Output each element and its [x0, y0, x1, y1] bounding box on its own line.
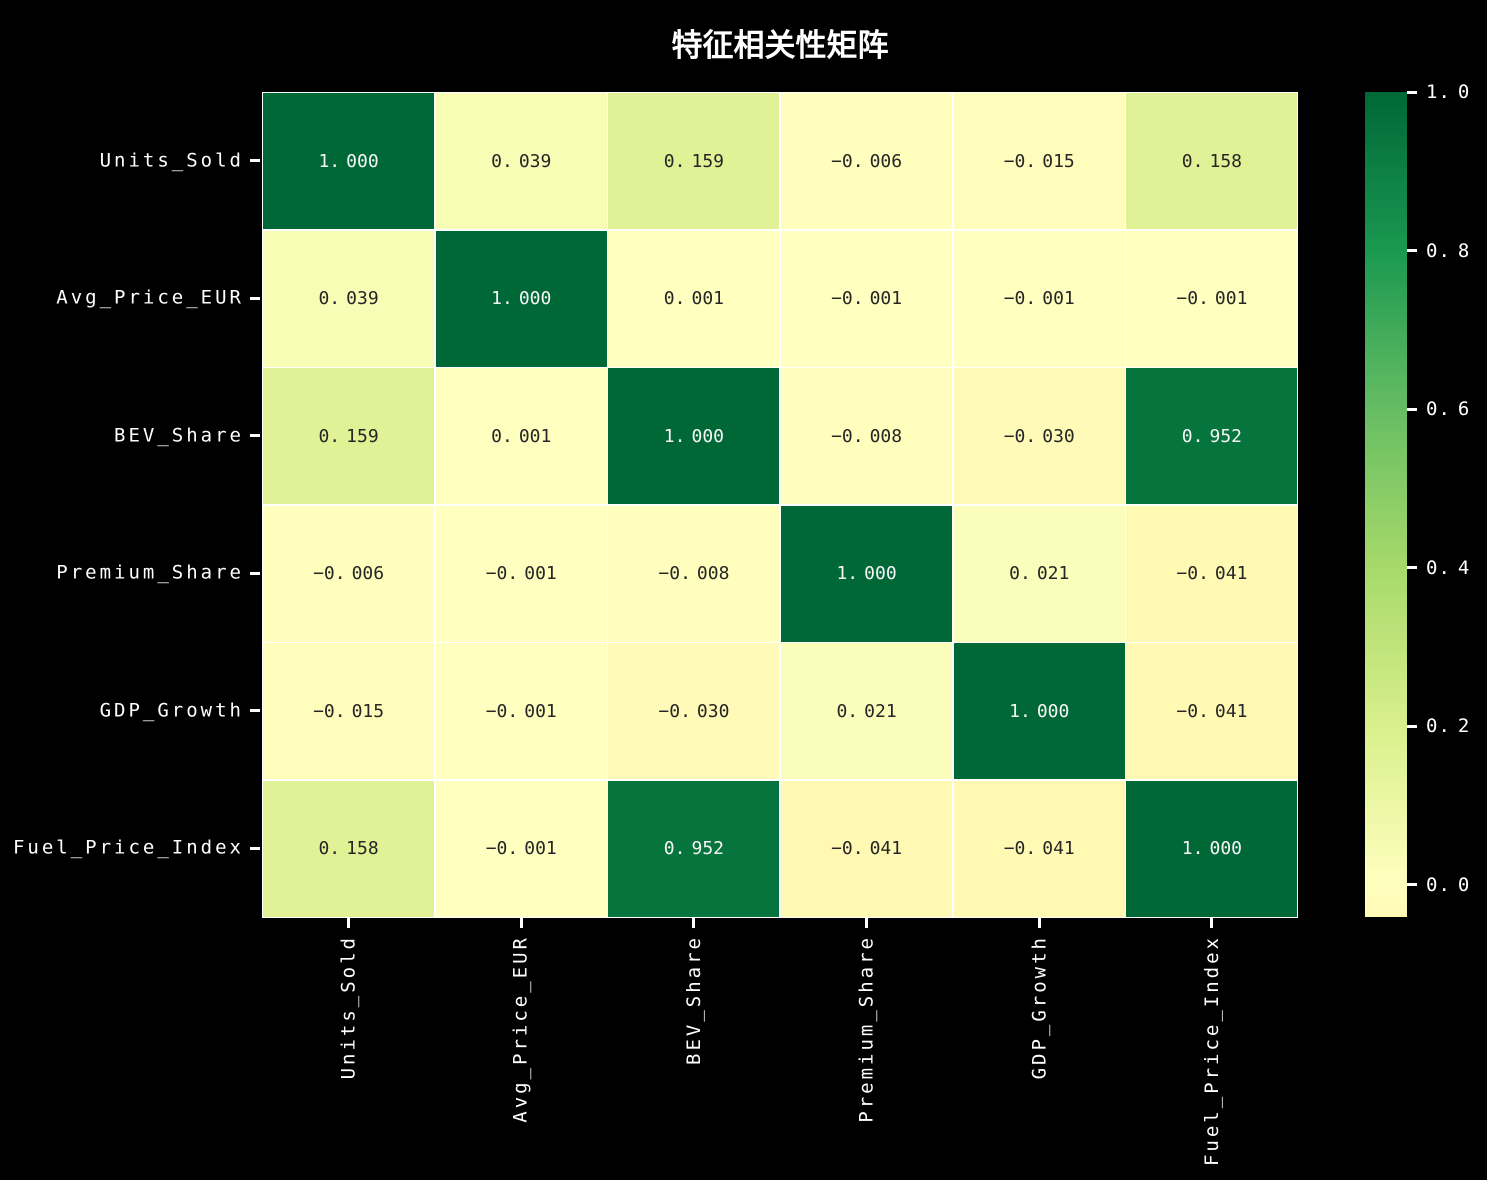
- heatmap-cell: 1. 000: [262, 92, 436, 230]
- heatmap-cell: −0. 001: [1125, 229, 1299, 368]
- y-axis-label: Fuel_Price_Index: [12, 836, 244, 859]
- x-axis-tick: [864, 918, 868, 928]
- y-axis-label: Units_Sold: [99, 149, 244, 172]
- heatmap-cell: −0. 001: [780, 229, 954, 368]
- heatmap-cell: 0. 952: [1125, 367, 1299, 505]
- heatmap-cell: 1. 000: [780, 504, 954, 643]
- heatmap-cell: −0. 041: [1125, 642, 1299, 780]
- heatmap-cell: 0. 158: [1125, 92, 1299, 230]
- colorbar-tick: [1407, 724, 1417, 728]
- heatmap-cell: 1. 000: [607, 367, 781, 505]
- heatmap-cell: 0. 952: [607, 779, 781, 918]
- heatmap-cell: 1. 000: [1125, 779, 1299, 918]
- x-axis-tick: [346, 918, 350, 928]
- heatmap-cell: 0. 159: [607, 92, 781, 230]
- y-axis-tick: [250, 159, 260, 163]
- heatmap-cell: 0. 001: [607, 229, 781, 368]
- colorbar-tick-label: 0. 2: [1426, 715, 1471, 737]
- y-axis-tick: [250, 709, 260, 713]
- heatmap-cell: 0. 039: [434, 92, 608, 230]
- heatmap-cell: −0. 008: [780, 367, 954, 505]
- x-axis-label: GDP_Growth: [1028, 935, 1050, 1080]
- colorbar-tick: [1407, 407, 1417, 411]
- colorbar-tick: [1407, 566, 1417, 569]
- x-axis-label: Avg_Price_EUR: [510, 935, 532, 1123]
- y-axis-label: Avg_Price_EUR: [56, 286, 244, 309]
- colorbar-tick-label: 0. 0: [1426, 873, 1471, 896]
- y-axis-tick: [250, 571, 260, 575]
- y-axis-label: Premium_Share: [56, 561, 244, 584]
- heatmap-cell: −0. 006: [780, 92, 954, 230]
- heatmap-cell: −0. 041: [952, 779, 1126, 918]
- chart-title: 特征相关性矩阵: [671, 28, 889, 64]
- x-axis-label: Units_Sold: [337, 935, 360, 1080]
- heatmap-cell: 0. 158: [262, 779, 436, 918]
- heatmap-cell: −0. 015: [952, 92, 1126, 230]
- heatmap-cell: −0. 041: [780, 779, 954, 918]
- y-axis-tick: [250, 434, 260, 438]
- y-axis-label: GDP_Growth: [99, 699, 244, 722]
- heatmap-cell: −0. 001: [434, 504, 608, 643]
- colorbar-tick-label: 0. 8: [1426, 239, 1471, 262]
- x-axis-label: Fuel_Price_Index: [1200, 935, 1223, 1167]
- x-axis-label: BEV_Share: [682, 935, 705, 1065]
- heatmap-cell: −0. 030: [607, 642, 781, 780]
- heatmap-cell: −0. 041: [1125, 504, 1299, 643]
- y-axis-tick: [250, 296, 260, 300]
- heatmap-cell: −0. 006: [262, 504, 436, 643]
- heatmap-cell: −0. 015: [262, 642, 436, 780]
- heatmap-cell: −0. 001: [434, 779, 608, 918]
- heatmap-cell: 0. 021: [952, 504, 1126, 643]
- colorbar-tick-label: 0. 6: [1426, 398, 1471, 420]
- x-axis-tick: [692, 918, 696, 928]
- x-axis-tick: [1037, 918, 1041, 928]
- heatmap-cell: −0. 001: [952, 229, 1126, 368]
- y-axis-tick: [250, 846, 260, 850]
- x-axis-tick: [519, 918, 523, 928]
- colorbar-tick-label: 0. 4: [1426, 556, 1471, 579]
- heatmap-cell: −0. 008: [607, 504, 781, 643]
- heatmap-cell: 0. 159: [262, 367, 436, 505]
- colorbar-tick: [1407, 90, 1417, 94]
- heatmap-cell: 0. 001: [434, 367, 608, 505]
- y-axis-label: BEV_Share: [114, 424, 244, 447]
- colorbar-tick: [1407, 249, 1417, 252]
- heatmap-cell: 1. 000: [952, 642, 1126, 780]
- colorbar-tick-label: 1. 0: [1426, 81, 1471, 103]
- heatmap-cell: 0. 039: [262, 229, 436, 368]
- heatmap-cell: −0. 001: [434, 642, 608, 780]
- heatmap-cell: 0. 021: [780, 642, 954, 780]
- colorbar: [1365, 92, 1407, 917]
- heatmap-cell: −0. 030: [952, 367, 1126, 505]
- colorbar-tick: [1407, 883, 1417, 886]
- x-axis-tick: [1210, 918, 1214, 928]
- heatmap-cell: 1. 000: [434, 229, 608, 368]
- x-axis-label: Premium_Share: [855, 935, 878, 1123]
